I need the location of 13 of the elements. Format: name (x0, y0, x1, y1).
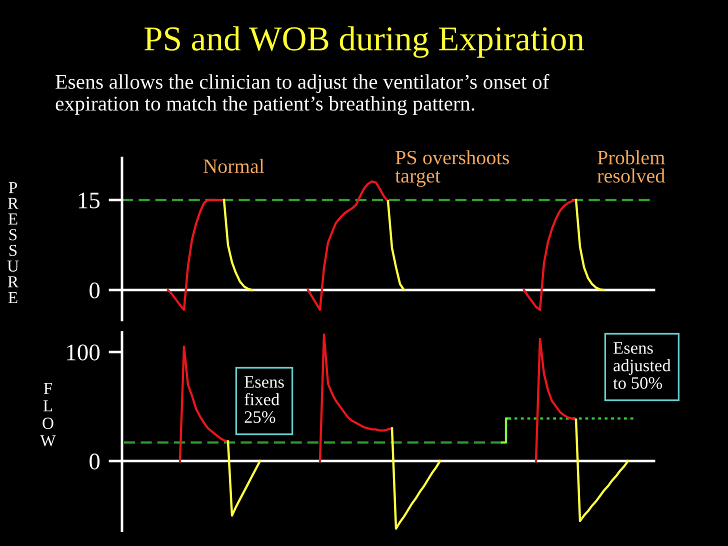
annotation: Normal (204, 158, 264, 174)
annotation: Esens fixed 25% (244, 376, 284, 423)
y-tick-label: 0 (90, 282, 100, 298)
annotation: Esens adjusted to 50% (613, 342, 671, 389)
y-tick-label: 100 (67, 344, 100, 360)
chart-subtitle: Esens allows the clinician to adjust the ventilator’s onset of expiration to match the patient’s breathing pattern. (56, 74, 550, 115)
y-tick-label: 15 (78, 192, 100, 208)
y-axis-title: FLOW (40, 382, 56, 446)
y-axis-title: PRESSURE (7, 182, 19, 303)
annotation: PS overshoots target (395, 150, 509, 187)
annotation: Problem resolved (597, 150, 665, 183)
y-tick-label: 0 (90, 454, 100, 470)
chart-title: PS and WOB during Expiration (144, 26, 584, 58)
